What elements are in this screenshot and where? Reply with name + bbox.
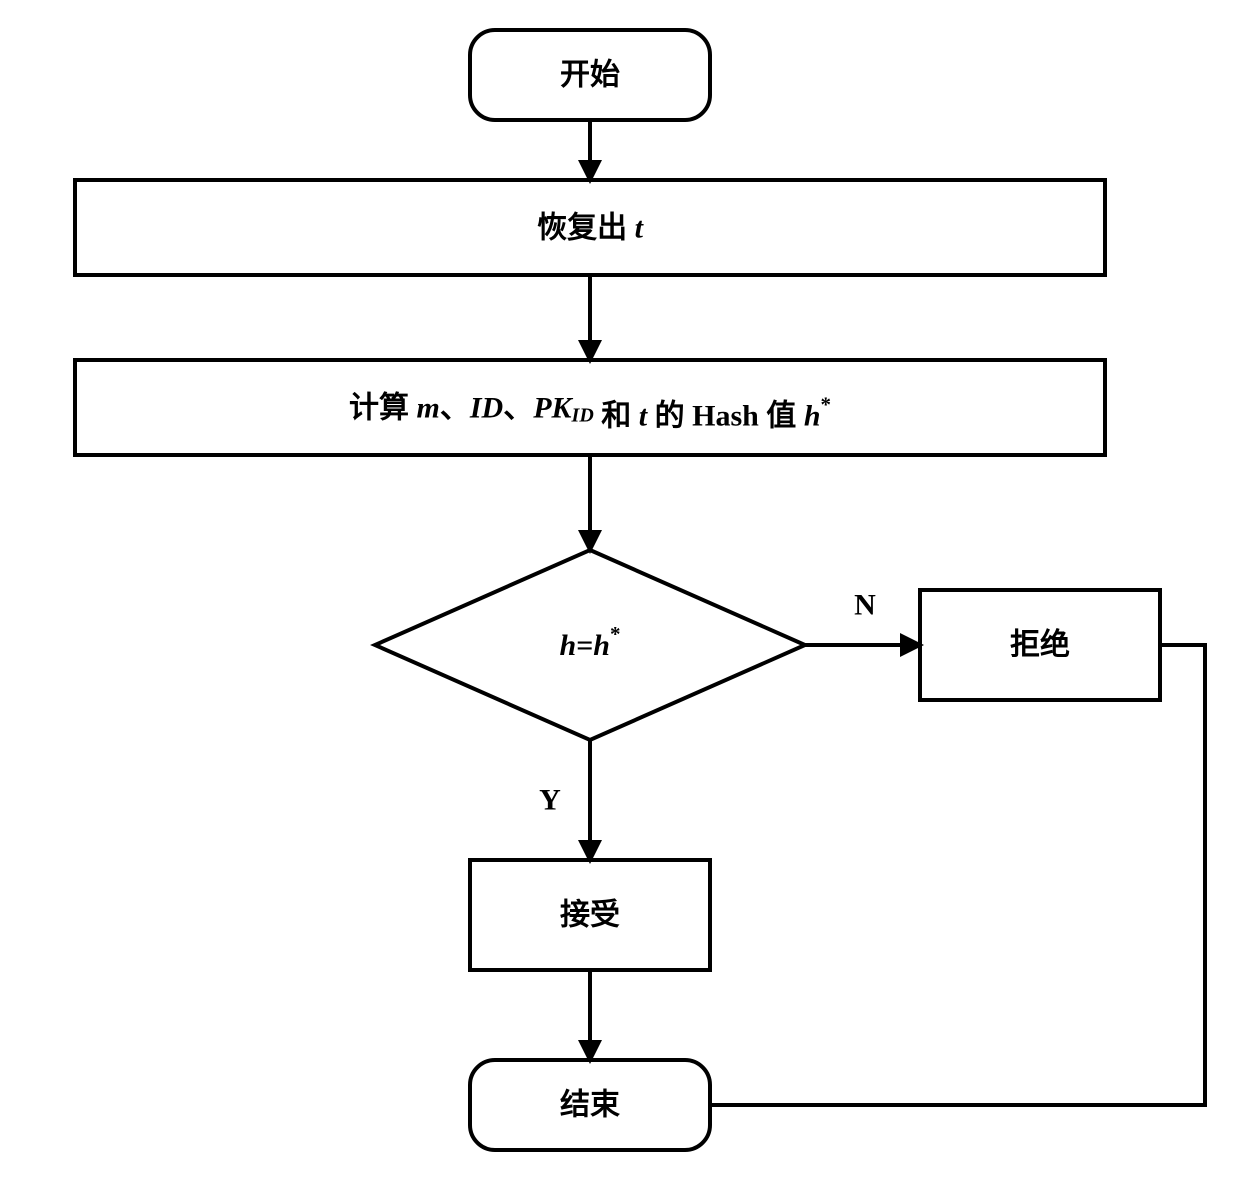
node-recover: 恢复出 t — [75, 180, 1105, 275]
edge-label-decision-reject: N — [854, 589, 876, 622]
node-label-start: 开始 — [560, 59, 620, 92]
node-compute: 计算 m、ID、PKID 和 t 的 Hash 值 h* — [75, 360, 1105, 455]
node-label-compute: 计算 m、ID、PKID 和 t 的 Hash 值 h* — [349, 390, 831, 432]
node-label-recover: 恢复出 t — [537, 211, 645, 244]
node-decision: h=h* — [375, 550, 805, 740]
node-label-end: 结束 — [560, 1089, 620, 1122]
node-label-decision: h=h* — [560, 622, 621, 662]
flowchart-diagram: 开始恢复出 t 计算 m、ID、PKID 和 t 的 Hash 值 h* h=h* 拒… — [0, 0, 1240, 1203]
node-accept: 接受 — [470, 860, 710, 970]
node-end: 结束 — [470, 1060, 710, 1150]
node-reject: 拒绝 — [920, 590, 1160, 700]
node-label-reject: 拒绝 — [1010, 628, 1070, 662]
edge-label-decision-accept: Y — [539, 784, 561, 817]
node-label-accept: 接受 — [560, 899, 620, 932]
edge-reject-end — [710, 645, 1205, 1105]
node-start: 开始 — [470, 30, 710, 120]
